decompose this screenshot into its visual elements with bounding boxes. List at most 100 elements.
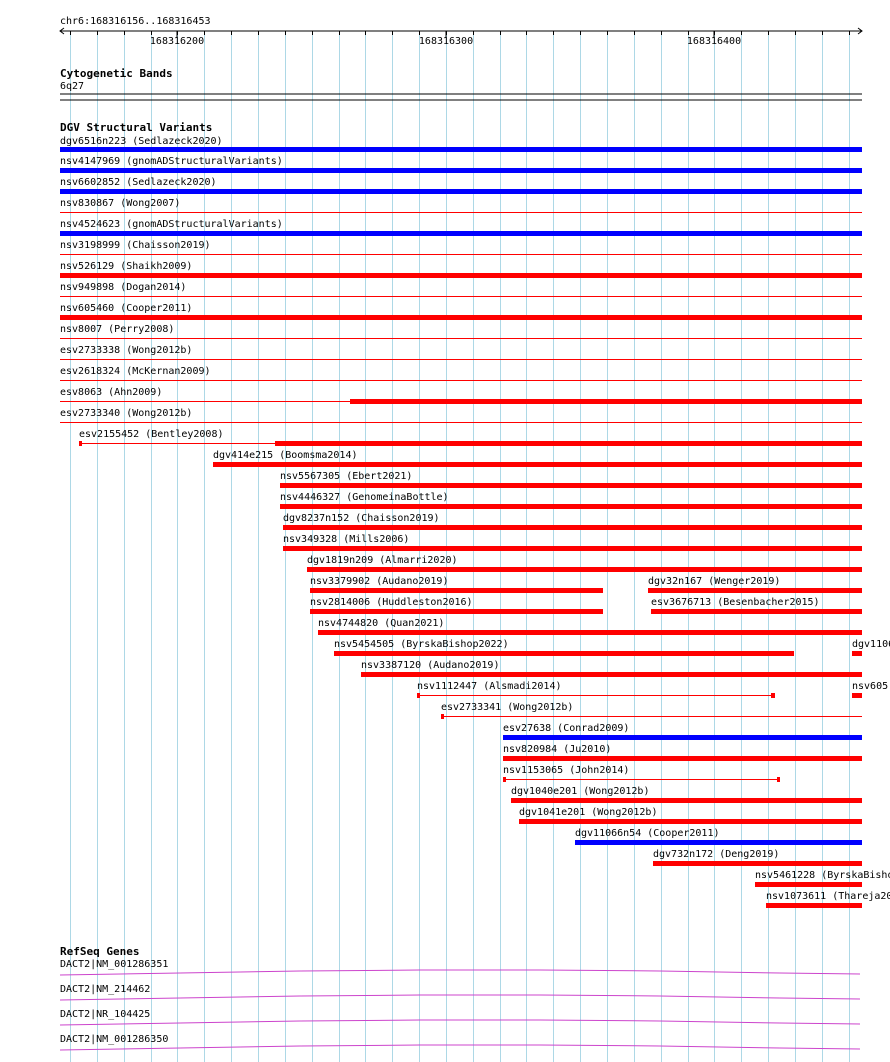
dgv-feature-bar[interactable] [503,735,862,740]
dgv-feature[interactable]: dgv8237n152 (Chaisson2019) [283,513,862,530]
dgv-feature-bar[interactable] [441,714,444,719]
dgv-feature-bar[interactable] [651,609,862,614]
dgv-feature-bar[interactable] [444,716,862,717]
dgv-feature-bar[interactable] [771,693,775,698]
refseq-track[interactable]: RefSeq Genes DACT2|NM_001286351 DACT2|NM… [59,945,861,1051]
refseq-gene[interactable]: DACT2|NR_104425 [59,1009,861,1026]
dgv-feature-bar[interactable] [60,147,862,152]
dgv-feature-bar[interactable] [503,756,862,761]
dgv-feature-bar[interactable] [60,212,862,213]
dgv-feature-bar[interactable] [361,672,862,677]
dgv-feature[interactable]: nsv349328 (Mills2006) [283,534,862,551]
dgv-feature[interactable]: nsv526129 (Shaikh2009) [60,261,862,278]
dgv-feature-bar[interactable] [60,380,862,381]
dgv-feature-bar[interactable] [283,525,862,530]
dgv-feature-bar[interactable] [852,693,862,698]
dgv-feature-bar[interactable] [766,903,862,908]
refseq-gene[interactable]: DACT2|NM_214462 [59,984,861,1001]
dgv-feature[interactable]: esv2155452 (Bentley2008) [79,429,862,446]
refseq-gene-line[interactable] [59,969,861,976]
dgv-feature-bar[interactable] [307,567,862,572]
dgv-feature-bar[interactable] [213,462,862,467]
dgv-feature[interactable]: dgv1819n209 (Almarri2020) [307,555,862,572]
dgv-feature-bar[interactable] [275,441,862,446]
dgv-feature-bar[interactable] [334,651,794,656]
dgv-feature[interactable]: nsv4147969 (gnomADStructuralVariants) [60,156,862,173]
dgv-feature-bar[interactable] [60,359,862,360]
refseq-gene-line[interactable] [59,1044,861,1051]
dgv-feature-bar[interactable] [280,504,862,509]
dgv-feature[interactable]: dgv414e215 (Boomsma2014) [213,450,862,467]
refseq-gene-line[interactable] [59,994,861,1001]
dgv-track[interactable]: DGV Structural Variants dgv6516n223 (Sed… [60,121,890,908]
dgv-feature-bar[interactable] [318,630,862,635]
dgv-feature-bar[interactable] [852,651,862,656]
dgv-feature[interactable]: nsv5567305 (Ebert2021) [280,471,862,488]
dgv-feature-bar[interactable] [575,840,862,845]
dgv-feature-bar[interactable] [82,443,275,444]
dgv-feature-bar[interactable] [310,588,603,593]
dgv-feature[interactable]: nsv605 [852,681,888,698]
dgv-feature-bar[interactable] [60,296,862,297]
cytoband-track[interactable]: Cytogenetic Bands 6q27 [60,67,862,101]
dgv-feature-bar[interactable] [420,695,771,696]
dgv-feature[interactable]: dgv732n172 (Deng2019) [653,849,862,866]
dgv-feature[interactable]: nsv8007 (Perry2008) [60,324,862,339]
dgv-feature[interactable]: nsv2814006 (Huddleston2016) [310,597,603,614]
dgv-feature-bar[interactable] [653,861,862,866]
ruler[interactable]: chr6:168316156..168316453 168316200 1683… [59,16,863,47]
dgv-feature-bar[interactable] [755,882,862,887]
dgv-feature[interactable]: esv2618324 (McKernan2009) [60,366,862,381]
dgv-feature[interactable]: dgv6516n223 (Sedlazeck2020) [60,136,862,152]
dgv-feature[interactable]: nsv3387120 (Audano2019) [361,660,862,677]
dgv-feature[interactable]: dgv1041e201 (Wong2012b) [519,807,862,824]
dgv-feature[interactable]: nsv830867 (Wong2007) [60,198,862,213]
dgv-feature-bar[interactable] [503,777,506,782]
dgv-feature-bar[interactable] [60,273,862,278]
dgv-feature-bar[interactable] [60,254,862,255]
dgv-feature[interactable]: nsv820984 (Ju2010) [503,744,862,761]
dgv-feature[interactable]: nsv4744820 (Quan2021) [318,618,862,635]
dgv-feature[interactable]: nsv3379902 (Audano2019) [310,576,603,593]
dgv-feature[interactable]: dgv32n167 (Wenger2019) [648,576,862,593]
dgv-feature[interactable]: nsv5461228 (ByrskaBisho [755,870,890,887]
dgv-feature-bar[interactable] [648,588,862,593]
dgv-feature[interactable]: esv2733340 (Wong2012b) [60,408,862,423]
dgv-feature[interactable]: esv8063 (Ahn2009) [60,387,862,404]
dgv-feature[interactable]: nsv5454505 (ByrskaBishop2022) [334,639,794,656]
dgv-feature[interactable]: nsv3198999 (Chaisson2019) [60,240,862,255]
refseq-gene[interactable]: DACT2|NM_001286350 [59,1034,861,1051]
refseq-gene[interactable]: DACT2|NM_001286351 [59,959,861,976]
dgv-feature-bar[interactable] [350,399,862,404]
dgv-feature[interactable]: nsv949898 (Dogan2014) [60,282,862,297]
dgv-feature-bar[interactable] [60,401,350,402]
dgv-feature[interactable]: nsv605460 (Cooper2011) [60,303,862,320]
dgv-feature-bar[interactable] [777,777,780,782]
dgv-feature[interactable]: nsv1073611 (Thareja20 [766,891,890,908]
dgv-feature-bar[interactable] [60,315,862,320]
dgv-feature-bar[interactable] [417,693,420,698]
dgv-feature[interactable]: dgv1106 [852,639,890,656]
dgv-feature-bar[interactable] [60,231,862,236]
dgv-feature[interactable]: esv2733338 (Wong2012b) [60,345,862,360]
dgv-feature[interactable]: nsv4446327 (GenomeinaBottle) [280,492,862,509]
dgv-feature[interactable]: nsv4524623 (gnomADStructuralVariants) [60,219,862,236]
refseq-gene-line[interactable] [59,1019,861,1026]
dgv-feature[interactable]: nsv6602852 (Sedlazeck2020) [60,177,862,194]
dgv-feature[interactable]: dgv1040e201 (Wong2012b) [511,786,862,803]
dgv-feature[interactable]: esv2733341 (Wong2012b) [441,702,862,719]
dgv-feature-bar[interactable] [511,798,862,803]
dgv-feature-bar[interactable] [60,168,862,173]
dgv-feature-bar[interactable] [60,422,862,423]
dgv-feature[interactable]: esv3676713 (Besenbacher2015) [651,597,862,614]
dgv-feature[interactable]: nsv1153065 (John2014) [503,765,780,782]
dgv-feature-bar[interactable] [506,779,777,780]
dgv-feature-bar[interactable] [283,546,862,551]
cytoband-label[interactable]: 6q27 [60,81,84,92]
dgv-feature-bar[interactable] [519,819,862,824]
dgv-feature[interactable]: nsv1112447 (Alsmadi2014) [417,681,775,698]
dgv-feature-bar[interactable] [60,338,862,339]
dgv-feature-bar[interactable] [60,189,862,194]
dgv-feature[interactable]: esv27638 (Conrad2009) [503,723,862,740]
